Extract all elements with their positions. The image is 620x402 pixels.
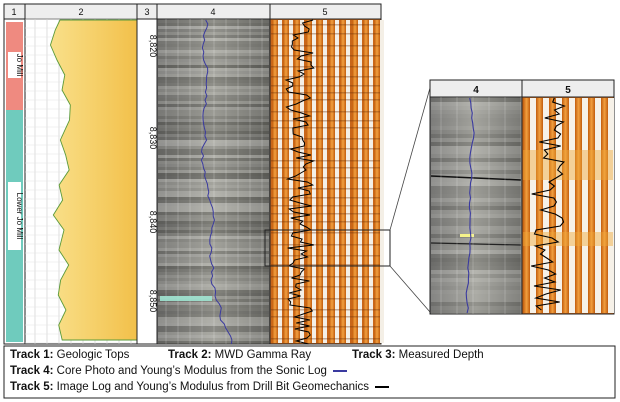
track5-header: 5 [322, 7, 327, 17]
zoom-sonic-curve [465, 97, 475, 314]
core-photo-bands [158, 19, 269, 344]
zoom-track5-header: 5 [565, 85, 571, 96]
drill-legend-swatch [375, 385, 390, 388]
track4-header: 4 [210, 7, 215, 17]
depth-8830: 8,830 [148, 127, 158, 150]
legend-track2: Track 2: MWD Gamma Ray [168, 349, 312, 361]
zoom-connector-bottom [389, 265, 431, 313]
track1-header: 1 [11, 7, 16, 17]
jo-mill-label-box [8, 52, 21, 78]
legend-track4: Track 4: Core Photo and Young’s Modulus … [10, 365, 347, 377]
zoom-core-bands [430, 97, 522, 314]
zoom-connector-top [389, 87, 431, 231]
depth-8850: 8,850 [148, 290, 158, 313]
legend-track1: Track 1: Geologic Tops [10, 349, 130, 361]
gamma-ray-fill [49, 19, 138, 341]
track2-header: 2 [78, 7, 83, 17]
sonic-legend-swatch [332, 369, 347, 372]
core-highlight-band [160, 296, 212, 301]
zoom-image-stripes [523, 98, 614, 313]
track3-header: 3 [144, 7, 149, 17]
zoom-drill-curve [531, 97, 566, 311]
jo-mill-label: Jo Mill [15, 54, 24, 77]
legend-track3: Track 3: Measured Depth [352, 349, 484, 361]
drill-bit-modulus-curve [284, 19, 316, 345]
sonic-modulus-curve [200, 19, 233, 345]
legend-track5: Track 5: Image Log and Young’s Modulus f… [10, 381, 390, 393]
lower-jo-mill-label-box [8, 182, 21, 250]
depth-8840: 8,840 [148, 211, 158, 234]
zoom-track4-header: 4 [473, 85, 479, 96]
zoom-selection-box [264, 229, 391, 267]
image-log-stripes [271, 20, 384, 343]
lower-jo-mill-label: Lower Jo Mill [15, 193, 24, 240]
depth-8820: 8,820 [148, 35, 158, 58]
legend-box [3, 345, 616, 399]
